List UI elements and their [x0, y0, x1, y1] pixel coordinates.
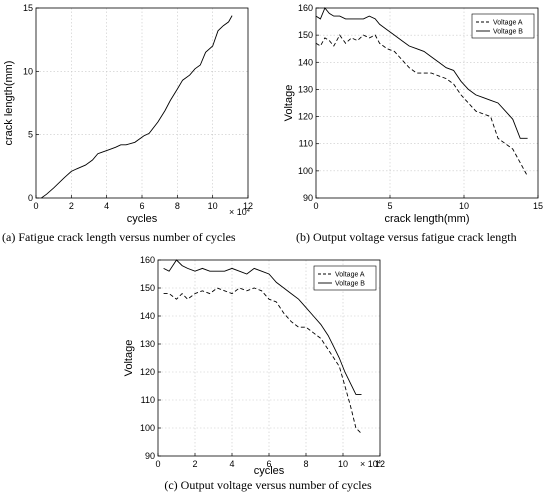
- figure-caption: (c) Output voltage versus number of cycl…: [164, 478, 372, 492]
- x-tick-label: 0: [33, 201, 38, 211]
- x-tick-label: 10: [459, 201, 469, 211]
- legend-entry: Voltage A: [493, 20, 523, 27]
- y-tick-label: 150: [298, 30, 313, 40]
- y-tick-label: 130: [140, 339, 155, 349]
- y-tick-label: 110: [141, 395, 155, 405]
- x-tick-label: 2: [69, 201, 74, 211]
- figure-caption: (b) Output voltage versus fatigue crack …: [296, 230, 517, 244]
- chart-panel-3: 0 2 4 6 8 10 12 90 100 110 120 130 140 150 160 Voltage …: [123, 255, 385, 492]
- x-tick-label: 2: [192, 459, 197, 469]
- x-tick-label: 0: [313, 201, 318, 211]
- y-tick-label: 100: [298, 166, 313, 176]
- y-tick-label: 0: [28, 193, 33, 203]
- y-tick-label: 140: [140, 311, 155, 321]
- series-line-voltage-a: [163, 287, 362, 434]
- y-tick-label: 15: [23, 3, 33, 13]
- x-tick-label: 0: [155, 459, 160, 469]
- x-tick-label: 6: [266, 459, 271, 469]
- plot-frame: [35, 7, 249, 199]
- x-axis-label: cycles: [127, 213, 158, 225]
- y-axis-label: Voltage: [123, 340, 135, 377]
- legend: Voltage A Voltage B: [313, 265, 377, 291]
- x-tick-label: 12: [375, 459, 385, 469]
- y-axis-label: Voltage: [283, 85, 295, 122]
- figure-caption: (a) Fatigue crack length versus number o…: [2, 230, 236, 244]
- plot-frame: [157, 259, 381, 457]
- series-line-voltage-b: [163, 259, 362, 395]
- legend-box: [471, 13, 535, 39]
- y-tick-label: 130: [298, 84, 313, 94]
- x-axis-multiplier: × 104: [229, 207, 250, 217]
- y-tick-label: 5: [28, 130, 33, 140]
- plot-frame: [315, 7, 539, 199]
- y-tick-label: 90: [303, 193, 313, 203]
- y-tick-label: 110: [299, 139, 313, 149]
- y-tick-label: 120: [140, 367, 155, 377]
- legend-box: [313, 265, 377, 291]
- y-tick-label: 160: [140, 255, 155, 265]
- x-tick-label: 8: [303, 459, 308, 469]
- x-tick-label: 4: [229, 459, 234, 469]
- x-tick-label: 5: [387, 201, 392, 211]
- y-axis-label: crack length(mm): [3, 61, 15, 146]
- legend: Voltage A Voltage B: [471, 13, 535, 39]
- x-axis-label: cycles: [254, 465, 285, 477]
- legend-entry: Voltage A: [335, 272, 365, 279]
- x-tick-label: 8: [175, 201, 180, 211]
- y-tick-label: 10: [23, 66, 33, 76]
- x-tick-label: 10: [338, 459, 348, 469]
- x-tick-label: 6: [139, 201, 144, 211]
- x-axis-label: crack length(mm): [385, 213, 470, 225]
- y-tick-label: 160: [298, 3, 313, 13]
- chart-panel-1: 0 2 4 6 8 10 12 0 5 10 15 cycles crack length(mm) × 1…: [2, 3, 253, 244]
- x-tick-label: 10: [208, 201, 218, 211]
- legend-entry: Voltage B: [493, 29, 523, 36]
- x-axis-multiplier: × 104: [360, 459, 381, 469]
- y-tick-label: 150: [140, 283, 155, 293]
- legend-entry: Voltage B: [335, 281, 365, 288]
- x-tick-label: 15: [533, 201, 543, 211]
- series-line-voltage-b: [315, 7, 528, 139]
- y-tick-label: 120: [298, 112, 313, 122]
- x-tick-label: 12: [243, 201, 253, 211]
- x-tick-label: 4: [104, 201, 109, 211]
- y-tick-label: 140: [298, 57, 313, 67]
- series-line-voltage-a: [315, 34, 528, 177]
- series-line-crack-length: [41, 15, 233, 199]
- y-tick-label: 90: [145, 451, 155, 461]
- y-tick-label: 100: [140, 423, 155, 433]
